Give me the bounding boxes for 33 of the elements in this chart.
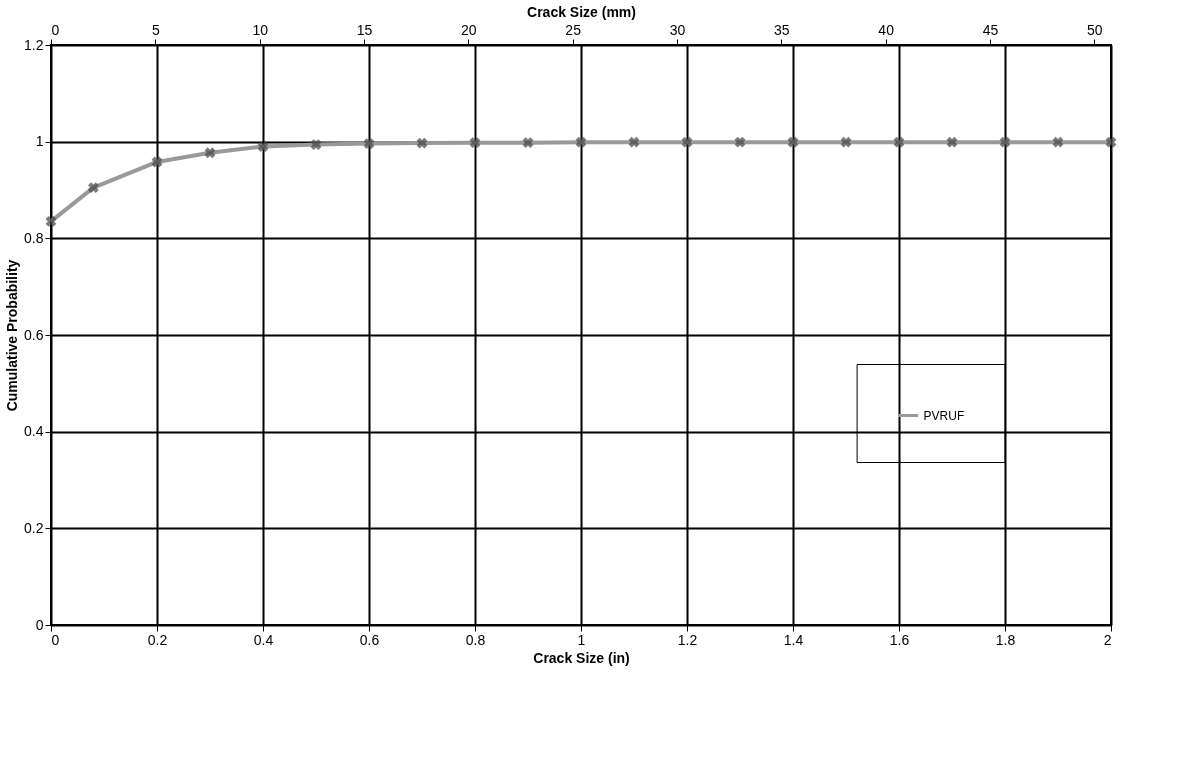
x-tick-label: 0 [51,631,60,648]
x2-tick-label: 25 [565,21,582,38]
x2-tick-label: 5 [151,21,160,38]
y-axis-title: Cumulative Probability [4,259,21,412]
y-tick-label: 0.8 [24,229,44,246]
y-tick-label: 0.2 [24,519,44,536]
x2-tick-label: 40 [878,21,895,38]
x2-tick-label: 20 [461,21,477,38]
x2-tick-label: 30 [669,21,686,38]
x-tick-label: 1.2 [677,631,698,648]
x-tick-label: 2 [1103,631,1112,648]
y-tick-label: 1 [35,133,44,150]
x2-axis-title: Crack Size (mm) [527,3,636,20]
x2-tick-label: 45 [982,21,999,38]
x-tick-label: 1.8 [995,631,1016,648]
x-tick-label: 1.6 [889,631,910,648]
legend-label: PVRUF [923,408,965,423]
x2-tick-label: 15 [356,21,373,38]
x-tick-label: 0.4 [253,631,274,648]
y-tick-label: 0.4 [24,423,44,440]
x-tick-label: 1 [577,631,586,648]
y-tick-label: 1.2 [24,36,44,53]
y-tick-label: 0.6 [24,326,44,343]
x2-tick-label: 0 [51,21,60,38]
y-tick-label: 0 [35,616,44,633]
x-tick-label: 0.2 [147,631,168,648]
x-axis-title: Crack Size (in) [533,649,630,666]
x2-tick-label: 35 [774,21,790,38]
x-tick-label: 0.8 [465,631,486,648]
x-tick-label: 0.6 [359,631,380,648]
x2-tick-label: 50 [1087,21,1103,38]
x2-tick-label: 10 [252,21,269,38]
x-tick-label: 1.4 [783,631,804,648]
